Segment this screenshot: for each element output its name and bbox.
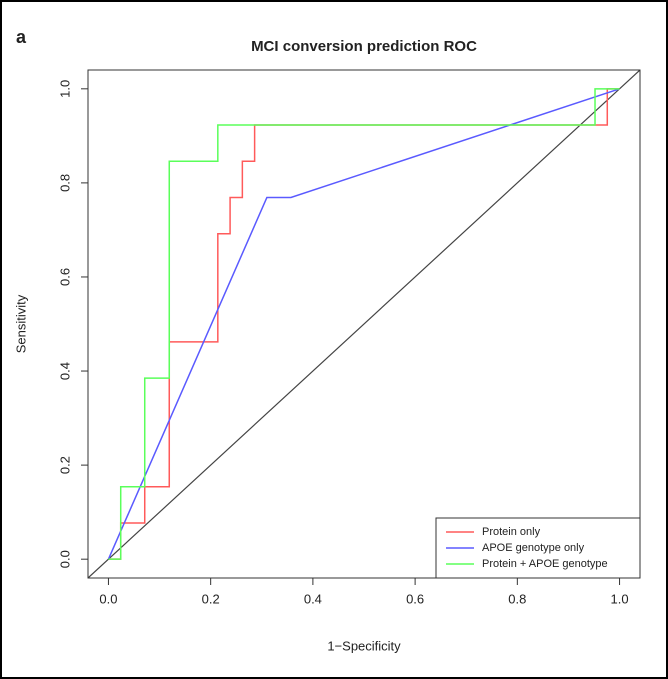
x-axis-label: 1−Specificity: [327, 638, 401, 653]
roc-curve: [108, 88, 620, 560]
x-tick-label: 0.2: [202, 591, 220, 606]
x-tick-label: 0.8: [508, 591, 526, 606]
y-tick-label: 0.0: [57, 550, 72, 568]
legend-label: APOE genotype only: [482, 542, 585, 554]
legend-label: Protein only: [482, 526, 541, 538]
x-tick-label: 0.0: [99, 591, 117, 606]
chart-title: MCI conversion prediction ROC: [251, 38, 477, 55]
y-tick-label: 0.8: [57, 174, 72, 192]
y-tick-label: 0.4: [57, 362, 72, 380]
x-tick-label: 1.0: [611, 591, 629, 606]
panel-label: a: [16, 27, 27, 47]
y-tick-label: 0.2: [57, 456, 72, 474]
x-tick-label: 0.4: [304, 591, 322, 606]
reference-diagonal: [88, 70, 640, 578]
x-tick-label: 0.6: [406, 591, 424, 606]
legend-label: Protein + APOE genotype: [482, 558, 608, 570]
plot-box: [87, 69, 641, 579]
y-tick-label: 0.6: [57, 268, 72, 286]
y-tick-label: 1.0: [57, 80, 72, 98]
roc-curve: [107, 88, 620, 560]
y-axis-label: Sensitivity: [13, 294, 28, 353]
